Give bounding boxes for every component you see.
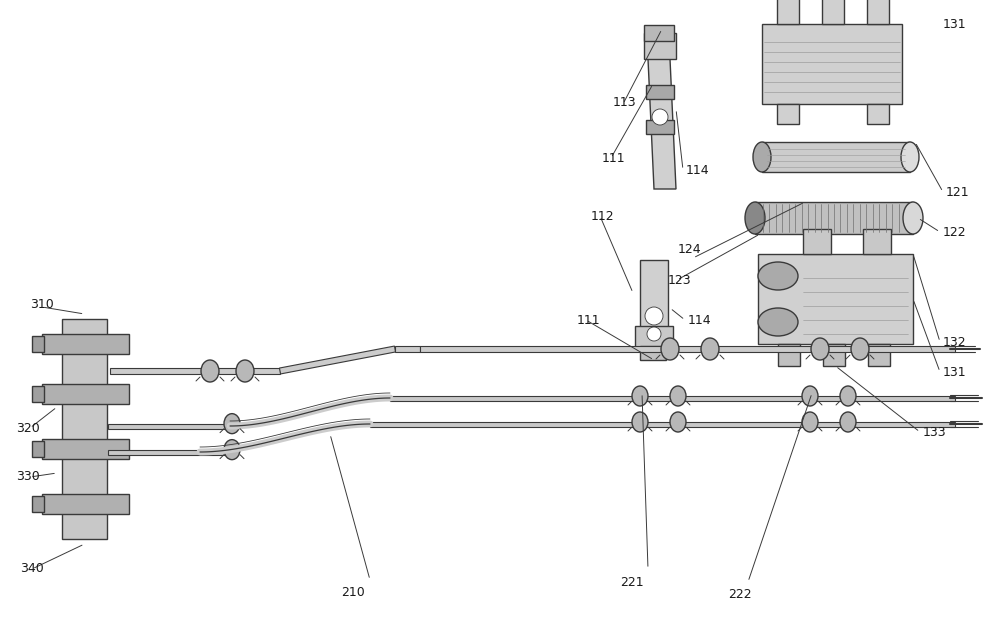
Circle shape [652,109,668,125]
Ellipse shape [851,338,869,360]
Ellipse shape [745,202,765,234]
Text: 112: 112 [591,210,615,223]
Text: 310: 310 [30,298,54,311]
Polygon shape [648,59,676,189]
Ellipse shape [802,412,818,432]
Bar [42,334,129,354]
Ellipse shape [224,414,240,434]
Text: 133: 133 [923,426,947,439]
Bar [32,496,44,512]
Circle shape [647,327,661,341]
Ellipse shape [758,262,798,290]
Polygon shape [108,424,230,429]
Text: 121: 121 [946,185,970,198]
Bar [640,260,668,328]
Text: 210: 210 [341,586,365,599]
Bar [635,326,673,348]
Bar [640,346,666,360]
Bar [32,386,44,402]
Bar [762,142,910,172]
Ellipse shape [670,412,686,432]
Circle shape [645,307,663,325]
Text: 330: 330 [16,470,40,484]
Polygon shape [395,346,420,352]
Ellipse shape [224,440,240,460]
Text: 114: 114 [688,313,712,326]
Ellipse shape [701,338,719,360]
Ellipse shape [632,386,648,406]
Ellipse shape [632,412,648,432]
Ellipse shape [236,360,254,382]
Text: 320: 320 [16,421,40,434]
Polygon shape [420,346,955,352]
Bar [32,336,44,352]
Bar [867,104,889,124]
Ellipse shape [670,386,686,406]
Polygon shape [279,346,396,374]
Bar [777,104,799,124]
Text: 124: 124 [678,243,702,256]
Text: 222: 222 [728,588,752,601]
Ellipse shape [201,360,219,382]
Text: 114: 114 [686,163,710,177]
Bar [758,254,913,344]
Polygon shape [390,396,955,401]
Bar [863,229,891,254]
Bar [42,439,129,459]
Ellipse shape [811,338,829,360]
Bar [867,0,889,24]
Ellipse shape [753,142,771,172]
Bar [42,494,129,514]
Text: 113: 113 [613,95,637,109]
Bar [42,384,129,404]
Ellipse shape [903,202,923,234]
Bar [803,229,831,254]
Bar [822,0,844,24]
Ellipse shape [840,386,856,406]
Bar [32,441,44,457]
Bar [777,0,799,24]
Bar [646,120,674,134]
Bar [644,33,676,59]
Bar [868,344,890,366]
Text: 131: 131 [943,17,967,31]
Polygon shape [110,368,280,374]
Ellipse shape [661,338,679,360]
Text: 132: 132 [943,336,967,348]
Text: 340: 340 [20,562,44,575]
Text: 221: 221 [620,576,644,589]
Bar [778,344,800,366]
Text: 131: 131 [943,366,967,379]
Polygon shape [108,449,230,454]
Ellipse shape [901,142,919,172]
Bar [762,24,902,104]
Text: 122: 122 [943,225,967,238]
Text: 123: 123 [668,273,692,286]
Ellipse shape [802,386,818,406]
Ellipse shape [758,308,798,336]
Text: 111: 111 [602,152,626,165]
Polygon shape [370,421,955,426]
Bar [646,85,674,99]
Ellipse shape [840,412,856,432]
Bar [62,319,107,539]
Bar [755,202,913,234]
Bar [823,344,845,366]
Text: 111: 111 [577,313,601,326]
Bar [644,25,674,41]
